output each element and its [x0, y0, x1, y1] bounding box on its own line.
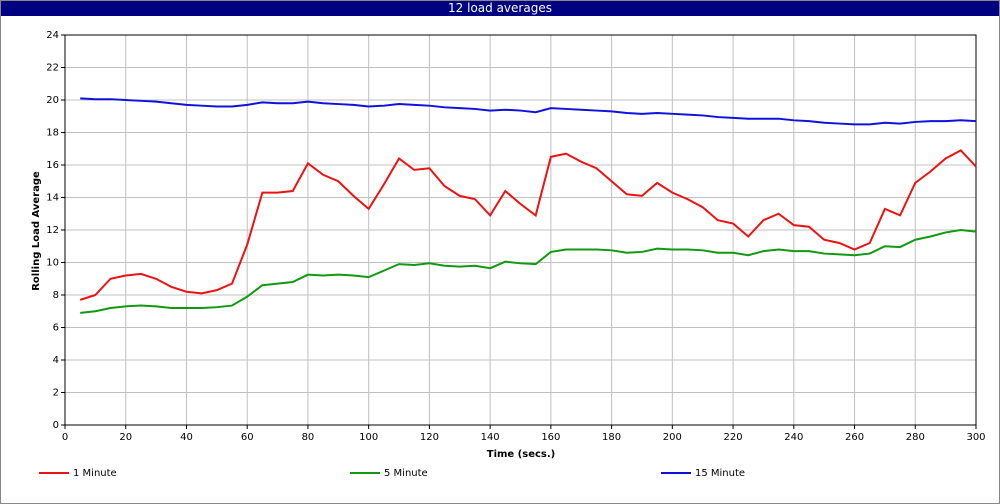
y-tick-label: 6 [53, 323, 59, 334]
x-tick-label: 80 [302, 432, 315, 443]
y-tick-label: 0 [53, 420, 59, 431]
x-tick-label: 100 [359, 432, 378, 443]
y-axis-label: Rolling Load Average [31, 171, 42, 291]
y-tick-label: 14 [46, 193, 59, 204]
title-bar: 12 load averages [1, 1, 999, 16]
y-tick-label: 20 [46, 95, 59, 106]
x-tick-label: 0 [62, 432, 68, 443]
legend-label: 15 Minute [695, 468, 745, 479]
y-tick-label: 4 [53, 355, 59, 366]
y-tick-label: 16 [46, 160, 59, 171]
series-line [79, 149, 977, 301]
x-tick-label: 240 [784, 432, 803, 443]
x-tick-label: 120 [420, 432, 439, 443]
y-tick-label: 24 [46, 30, 59, 41]
series-line [80, 97, 977, 126]
x-tick-label: 200 [663, 432, 682, 443]
x-tick-label: 40 [180, 432, 193, 443]
x-tick-label: 60 [241, 432, 254, 443]
x-tick-label: 160 [541, 432, 560, 443]
y-tick-label: 10 [46, 258, 59, 269]
plot-frame [64, 34, 977, 426]
series-line [80, 228, 977, 314]
x-axis-label: Time (secs.) [487, 449, 556, 460]
x-tick-label: 20 [119, 432, 132, 443]
y-tick-label: 12 [46, 225, 59, 236]
x-tick-label: 220 [724, 432, 743, 443]
x-tick-label: 280 [906, 432, 925, 443]
y-tick-label: 22 [46, 63, 59, 74]
y-tick-label: 8 [53, 290, 59, 301]
y-tick-label: 2 [53, 388, 59, 399]
x-tick-label: 260 [845, 432, 864, 443]
legend-label: 1 Minute [73, 468, 117, 479]
x-tick-label: 140 [481, 432, 500, 443]
legend-label: 5 Minute [384, 468, 428, 479]
y-tick-label: 18 [46, 128, 59, 139]
x-tick-label: 180 [602, 432, 621, 443]
x-tick-label: 300 [966, 432, 985, 443]
